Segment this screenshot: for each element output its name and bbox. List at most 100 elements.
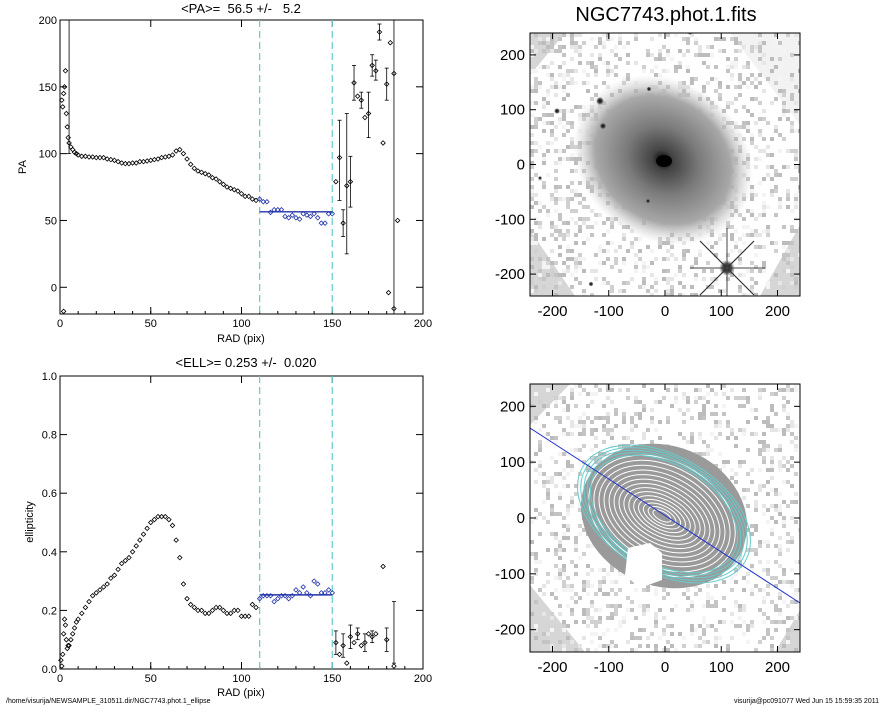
noise-pixel [534,85,538,89]
noise-pixel [766,508,770,512]
noise-pixel [790,456,794,460]
noise-pixel [590,233,594,237]
noise-pixel [698,249,702,253]
noise-pixel [534,149,538,153]
noise-pixel [714,464,718,468]
noise-pixel [634,261,638,265]
noise-pixel [790,121,794,125]
noise-pixel [750,73,754,77]
noise-pixel [694,644,698,648]
noise-pixel [778,460,782,464]
noise-pixel [658,436,662,440]
noise-pixel [578,49,582,53]
noise-pixel [582,205,586,209]
noise-pixel [774,213,778,217]
noise-pixel [798,400,800,404]
noise-pixel [542,49,546,53]
noise-pixel [578,201,582,205]
noise-pixel [758,213,762,217]
noise-pixel [738,396,742,400]
noise-pixel [638,412,642,416]
noise-pixel [750,233,754,237]
noise-pixel [614,592,618,596]
noise-pixel [786,504,790,508]
noise-pixel [758,133,762,137]
noise-pixel [774,125,778,129]
noise-pixel [614,628,618,632]
noise-pixel [754,524,758,528]
noise-pixel [774,61,778,65]
noise-pixel [598,452,602,456]
noise-pixel [790,125,794,129]
noise-pixel [586,217,590,221]
noise-pixel [738,41,742,45]
noise-pixel [666,249,670,253]
noise-pixel [730,225,734,229]
noise-pixel [546,265,550,269]
noise-pixel [574,620,578,624]
noise-pixel [746,109,750,113]
noise-pixel [794,165,798,169]
noise-pixel [594,620,598,624]
noise-pixel [670,608,674,612]
noise-pixel [734,604,738,608]
noise-pixel [574,189,578,193]
noise-pixel [606,604,610,608]
noise-pixel [746,548,750,552]
noise-pixel [578,524,582,528]
noise-pixel [534,249,538,253]
noise-pixel [682,53,686,57]
noise-pixel [666,49,670,53]
noise-pixel [558,85,562,89]
noise-pixel [530,205,534,209]
noise-pixel [798,33,800,37]
noise-pixel [598,416,602,420]
noise-pixel [602,45,606,49]
noise-pixel [726,85,730,89]
noise-pixel [794,197,798,201]
noise-pixel [562,149,566,153]
ell-point [147,519,154,526]
ell-point [187,601,194,608]
noise-pixel [686,65,690,69]
pa-point [235,188,241,194]
noise-pixel [642,69,646,73]
noise-pixel [762,596,766,600]
noise-pixel [766,544,770,548]
noise-pixel [602,249,606,253]
noise-pixel [530,277,534,281]
noise-pixel [554,49,558,53]
noise-pixel [686,41,690,45]
noise-pixel [570,560,574,564]
noise-pixel [726,460,730,464]
noise-pixel [778,448,782,452]
noise-pixel [698,436,702,440]
ell-point [184,595,190,602]
noise-pixel [530,576,534,580]
pa-point [318,220,325,226]
noise-pixel [670,632,674,636]
noise-pixel [534,221,538,225]
noise-pixel [778,444,782,448]
noise-pixel [754,121,758,125]
noise-pixel [570,496,574,500]
noise-pixel [730,636,734,640]
noise-pixel [730,61,734,65]
noise-pixel [574,544,578,548]
noise-pixel [546,476,550,480]
noise-pixel [554,472,558,476]
noise-pixel [690,632,694,636]
noise-pixel [594,436,598,440]
noise-pixel [538,460,542,464]
noise-pixel [598,261,602,265]
noise-pixel [530,612,534,616]
noise-pixel [590,544,594,548]
noise-pixel [742,233,746,237]
noise-pixel [570,392,574,396]
noise-pixel [530,101,534,105]
noise-pixel [606,388,610,392]
noise-pixel [666,624,670,628]
noise-pixel [558,253,562,257]
noise-pixel [598,41,602,45]
pa-point [155,156,161,162]
